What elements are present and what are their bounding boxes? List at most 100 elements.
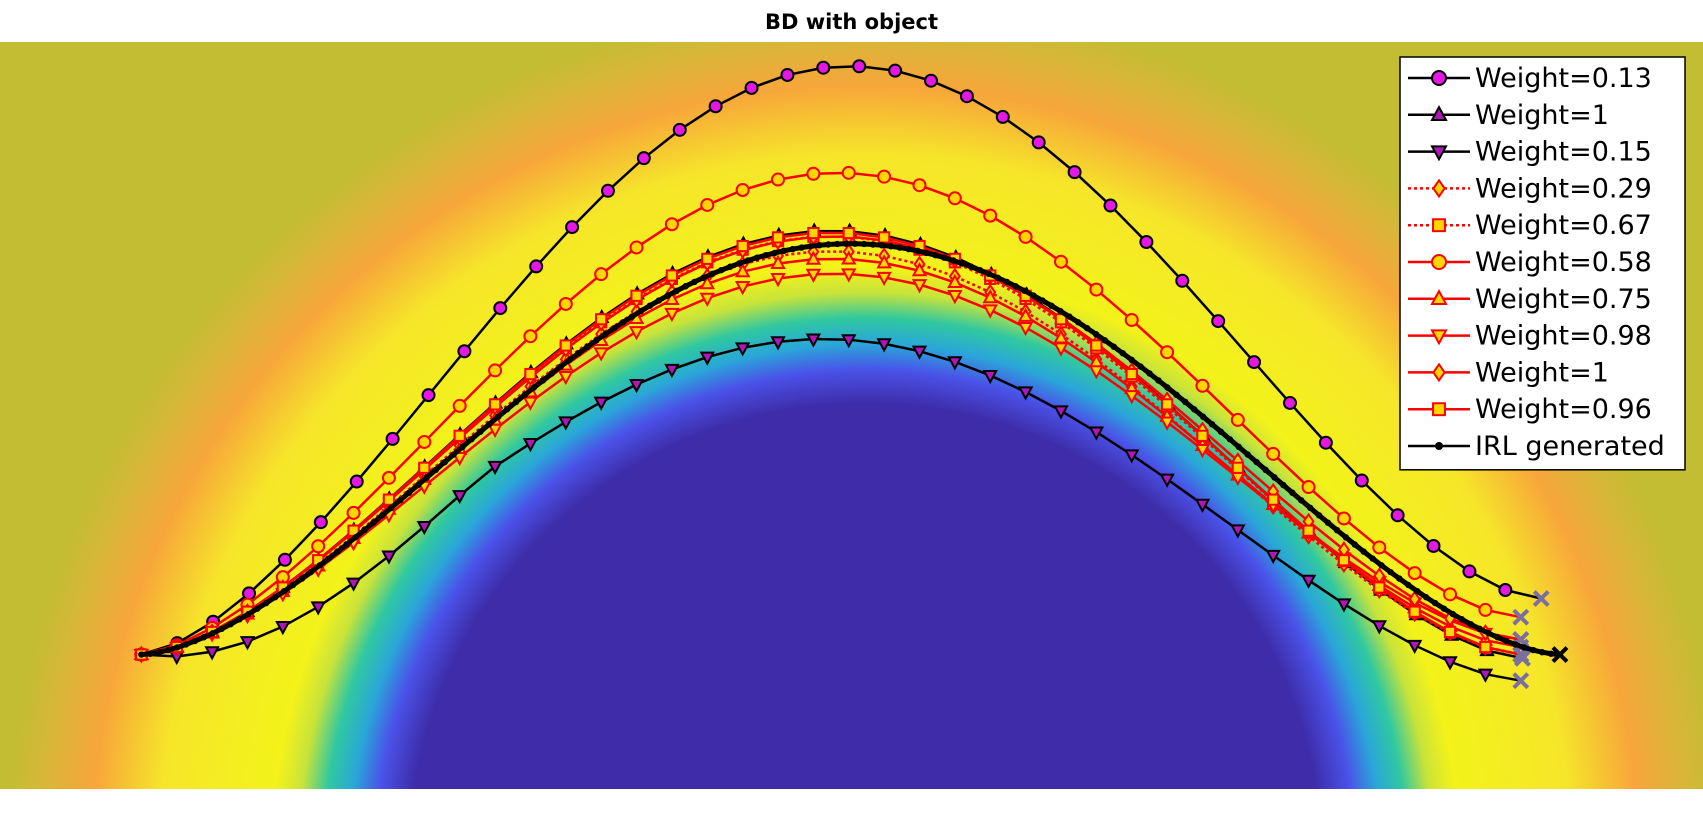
data-point	[345, 577, 362, 592]
legend-label: Weight=0.13	[1475, 63, 1652, 94]
data-point	[736, 239, 749, 253]
data-point	[457, 344, 472, 359]
data-point	[575, 350, 582, 357]
data-point	[1231, 461, 1244, 474]
data-point	[1217, 428, 1225, 435]
data-point	[1318, 435, 1333, 450]
data-point	[629, 240, 644, 255]
data-point	[982, 304, 998, 319]
data-point	[1265, 549, 1281, 565]
data-point	[313, 515, 328, 530]
data-point	[959, 89, 974, 104]
data-point	[852, 59, 867, 74]
legend-label: Weight=1	[1475, 100, 1609, 131]
data-point	[521, 391, 529, 398]
data-point	[664, 363, 680, 379]
data-point	[876, 271, 892, 287]
data-point	[382, 493, 396, 506]
legend: Weight=0.13 Weight=1 Weight=0.15 Weight=0.2…	[1399, 56, 1686, 471]
data-point	[594, 267, 609, 282]
end-marker	[1512, 608, 1530, 626]
data-point	[1173, 391, 1180, 398]
data-point	[1128, 356, 1135, 364]
data-point	[522, 396, 539, 411]
data-point	[1408, 605, 1421, 618]
data-point	[967, 263, 975, 270]
data-point	[709, 270, 716, 278]
data-point	[1431, 599, 1439, 607]
data-point	[1521, 644, 1528, 651]
data-point	[182, 641, 190, 648]
data-point	[825, 241, 832, 248]
data-point	[806, 166, 821, 181]
data-point	[1369, 555, 1376, 562]
data-point	[138, 651, 145, 658]
data-point	[1282, 395, 1297, 410]
data-point	[1498, 583, 1513, 598]
data-point	[1479, 640, 1492, 654]
data-point	[352, 534, 359, 541]
data-point	[1373, 581, 1386, 594]
data-point	[1103, 198, 1118, 213]
legend-entry: Weight=0.75	[1408, 284, 1652, 315]
data-point	[271, 594, 279, 601]
data-point	[416, 520, 432, 536]
data-point	[307, 568, 315, 576]
data-point	[1196, 429, 1209, 442]
data-point	[1262, 466, 1269, 474]
data-point	[1053, 254, 1068, 269]
data-point	[1476, 625, 1483, 633]
series-line-2	[141, 337, 1522, 682]
data-point	[218, 625, 225, 633]
data-point	[1226, 436, 1234, 443]
data-point	[1003, 278, 1010, 286]
data-point	[191, 637, 199, 645]
data-point	[1478, 602, 1493, 617]
data-point	[488, 363, 503, 378]
data-point	[558, 416, 574, 431]
data-point	[557, 363, 564, 370]
data-point	[584, 343, 591, 350]
data-point	[405, 489, 413, 496]
data-point	[539, 377, 547, 384]
data-point	[1199, 413, 1207, 420]
data-point	[1390, 508, 1405, 523]
data-point	[1175, 273, 1190, 288]
data-point	[311, 539, 326, 554]
data-point	[851, 240, 859, 247]
data-point	[361, 526, 368, 534]
data-point	[487, 460, 503, 476]
data-point	[700, 274, 707, 281]
data-point	[636, 151, 651, 166]
legend-box	[1399, 56, 1686, 471]
data-point	[452, 490, 468, 505]
data-point	[816, 60, 831, 75]
data-point	[453, 429, 466, 442]
data-point	[1301, 480, 1316, 495]
data-point	[807, 226, 820, 240]
data-point	[1124, 449, 1140, 464]
data-point	[914, 247, 921, 255]
data-point	[450, 451, 457, 458]
data-point	[559, 339, 572, 352]
data-point	[1443, 625, 1457, 639]
data-point	[254, 605, 261, 612]
data-point	[753, 254, 761, 261]
data-point	[1018, 229, 1033, 244]
data-point	[727, 263, 734, 270]
legend-label: Weight=0.75	[1475, 284, 1652, 315]
data-point	[664, 217, 679, 232]
data-point	[1306, 504, 1314, 512]
data-point	[699, 275, 715, 290]
series-line-7	[141, 272, 1521, 656]
data-point	[1422, 594, 1430, 601]
data-point	[699, 292, 715, 307]
data-point	[204, 646, 220, 661]
data-point	[524, 367, 537, 381]
data-point	[1271, 474, 1278, 481]
data-point	[655, 297, 663, 304]
legend-label: IRL generated	[1475, 431, 1665, 462]
data-point	[1146, 370, 1153, 377]
data-point	[1449, 610, 1457, 618]
data-point	[691, 278, 698, 286]
